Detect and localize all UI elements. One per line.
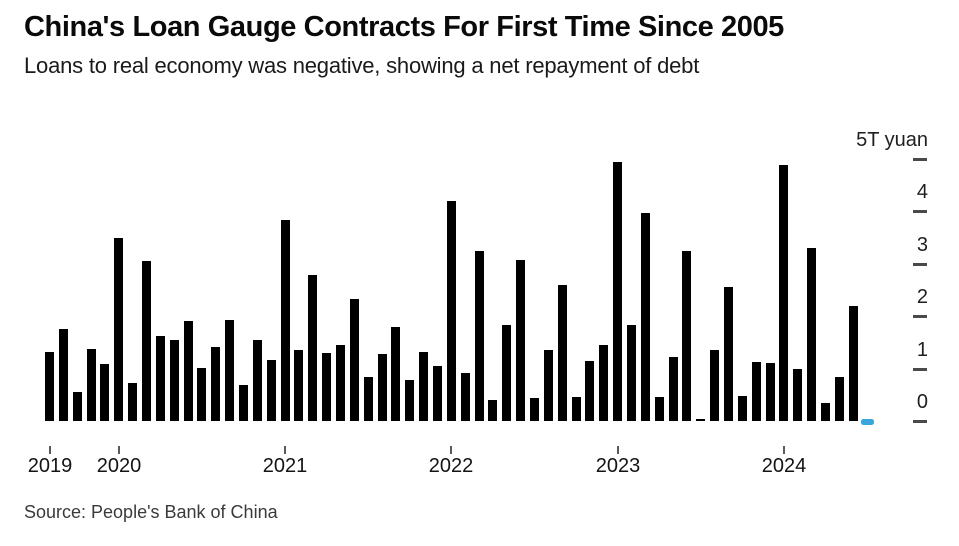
bar-2022-08 bbox=[544, 350, 553, 421]
bar-2020-03 bbox=[142, 261, 151, 421]
y-axis-tick-mark bbox=[913, 420, 927, 423]
y-axis-tick-label: 2 bbox=[916, 286, 928, 308]
bar-2019-11 bbox=[87, 349, 96, 421]
bar-2023-04 bbox=[655, 397, 664, 421]
bar-2024-06 bbox=[849, 306, 858, 421]
bar-2019-09 bbox=[59, 329, 68, 421]
x-axis-tick-mark bbox=[617, 446, 619, 454]
bar-2021-07 bbox=[364, 377, 373, 421]
bar-2022-10 bbox=[572, 397, 581, 421]
x-axis-tick-mark bbox=[284, 446, 286, 454]
bar-2020-08 bbox=[211, 347, 220, 421]
x-axis-tick-mark bbox=[450, 446, 452, 454]
bar-2021-11 bbox=[419, 352, 428, 421]
bar-2020-02 bbox=[128, 383, 137, 421]
bar-2024-05 bbox=[835, 377, 844, 421]
bar-2019-10 bbox=[73, 392, 82, 421]
x-axis-tick-mark bbox=[118, 446, 120, 454]
bar-2020-01 bbox=[114, 238, 123, 421]
source-note: Source: People's Bank of China bbox=[24, 502, 278, 522]
bar-2023-03 bbox=[641, 213, 650, 421]
bar-2024-02 bbox=[793, 369, 802, 421]
x-axis-year-label: 2019 bbox=[27, 455, 73, 477]
y-axis-tick-label: 4 bbox=[916, 181, 928, 203]
bar-2021-04 bbox=[322, 353, 331, 421]
bar-2021-10 bbox=[405, 380, 414, 421]
x-axis-tick-mark bbox=[49, 446, 51, 454]
y-axis-tick-label: 3 bbox=[916, 234, 928, 256]
y-axis-tick-mark bbox=[913, 210, 927, 213]
bar-2023-02 bbox=[627, 325, 636, 421]
bar-2020-04 bbox=[156, 336, 165, 421]
y-axis-tick-mark bbox=[913, 263, 927, 266]
bar-2021-05 bbox=[336, 345, 345, 421]
y-axis-tick-mark bbox=[913, 158, 927, 161]
bar-2020-11 bbox=[253, 340, 262, 421]
y-axis-tick-mark bbox=[913, 368, 927, 371]
bar-2021-12 bbox=[433, 366, 442, 421]
bar-2023-07 bbox=[696, 419, 705, 421]
chart-title: China's Loan Gauge Contracts For First T… bbox=[24, 11, 784, 43]
bar-2022-07 bbox=[530, 398, 539, 421]
bar-2022-11 bbox=[585, 361, 594, 421]
bar-2020-05 bbox=[170, 340, 179, 421]
bar-2022-02 bbox=[461, 373, 470, 421]
x-axis-year-label: 2023 bbox=[595, 455, 641, 477]
bar-2023-08 bbox=[710, 350, 719, 421]
bar-2022-05 bbox=[502, 325, 511, 421]
bar-2019-08 bbox=[45, 352, 54, 421]
bar-2023-10 bbox=[738, 396, 747, 421]
bar-2024-07 bbox=[861, 419, 874, 425]
bar-2020-07 bbox=[197, 368, 206, 421]
bar-2023-11 bbox=[752, 362, 761, 421]
chart-subtitle: Loans to real economy was negative, show… bbox=[24, 53, 700, 78]
bar-2024-04 bbox=[821, 403, 830, 421]
bar-2020-06 bbox=[184, 321, 193, 421]
bar-2019-12 bbox=[100, 364, 109, 421]
bar-2022-04 bbox=[488, 400, 497, 421]
bar-2020-12 bbox=[267, 360, 276, 421]
x-axis-year-label: 2021 bbox=[262, 455, 308, 477]
bar-2023-05 bbox=[669, 357, 678, 421]
bar-2022-01 bbox=[447, 201, 456, 421]
x-axis-tick-mark bbox=[783, 446, 785, 454]
bar-2023-12 bbox=[766, 363, 775, 421]
bar-2020-09 bbox=[225, 320, 234, 421]
bar-2021-06 bbox=[350, 299, 359, 421]
y-axis-tick-label: 1 bbox=[916, 339, 928, 361]
bar-2024-01 bbox=[779, 165, 788, 421]
bar-2024-03 bbox=[807, 248, 816, 421]
bar-2021-03 bbox=[308, 275, 317, 421]
bar-2022-03 bbox=[475, 251, 484, 421]
bar-2023-09 bbox=[724, 287, 733, 421]
bar-2023-01 bbox=[613, 162, 622, 421]
bar-2021-08 bbox=[378, 354, 387, 421]
bar-2023-06 bbox=[682, 251, 691, 421]
bar-2022-12 bbox=[599, 345, 608, 421]
x-axis-year-label: 2024 bbox=[761, 455, 807, 477]
y-axis-tick-label: 0 bbox=[916, 391, 928, 413]
bar-2021-01 bbox=[281, 220, 290, 421]
bar-2021-02 bbox=[294, 350, 303, 421]
y-axis-tick-label: 5T yuan bbox=[856, 129, 928, 151]
bar-2022-09 bbox=[558, 285, 567, 421]
x-axis-year-label: 2022 bbox=[428, 455, 474, 477]
bar-2020-10 bbox=[239, 385, 248, 421]
y-axis-tick-mark bbox=[913, 315, 927, 318]
x-axis-year-label: 2020 bbox=[96, 455, 142, 477]
bar-2022-06 bbox=[516, 260, 525, 421]
bar-2021-09 bbox=[391, 327, 400, 421]
